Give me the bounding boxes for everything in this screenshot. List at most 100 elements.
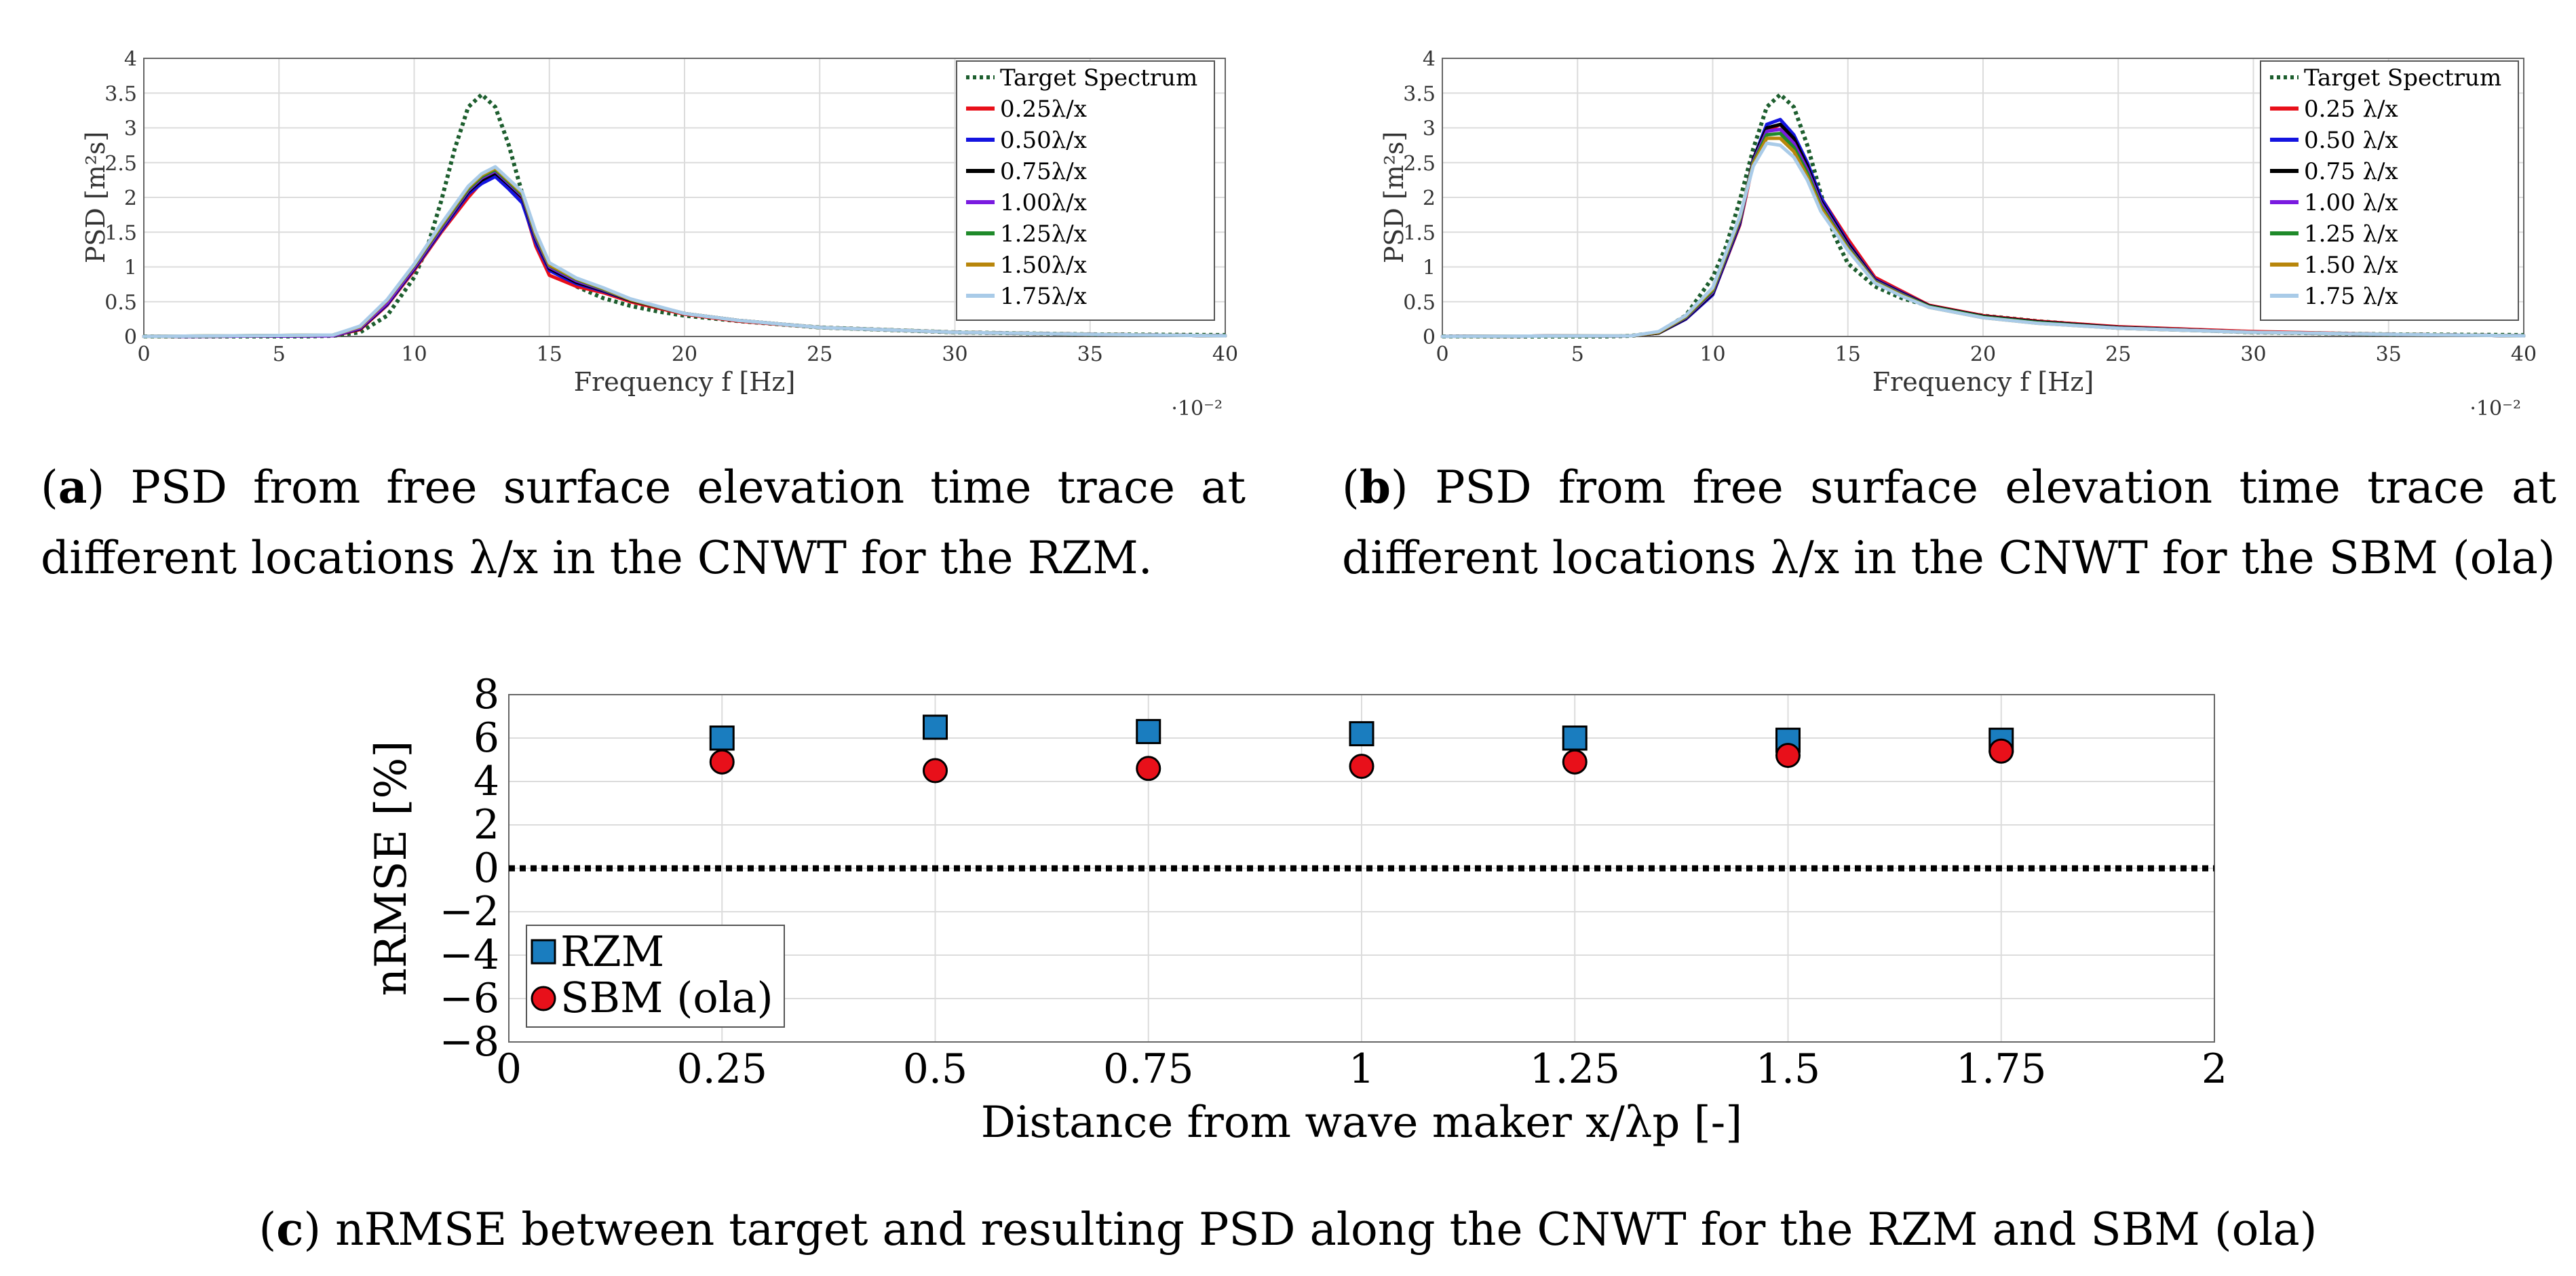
b-x-scale-note: ·10⁻² <box>2469 397 2521 421</box>
c-legend-rzm-marker <box>531 939 556 965</box>
b-xtick-label: 15 <box>1835 343 1861 366</box>
c-sbm-point <box>923 758 948 784</box>
b-legend-label: 1.25 λ/x <box>2304 220 2398 248</box>
a-legend-label: 0.75λ/x <box>1000 158 1087 185</box>
a-ytick-label: 4 <box>124 47 137 71</box>
b-xlabel: Frequency f [Hz] <box>1872 367 2094 397</box>
a-ytick-label: 3 <box>124 117 137 141</box>
c-sbm-point <box>1562 749 1588 775</box>
b-ytick-label: 0.5 <box>1403 291 1436 315</box>
a-xtick-label: 15 <box>537 343 562 366</box>
c-ytick-label: −8 <box>440 1018 499 1066</box>
caption-c: (c) nRMSE between target and resulting P… <box>258 1203 2318 1256</box>
a-legend-label: 1.00λ/x <box>1000 189 1087 216</box>
c-xtick-label: 1.75 <box>1956 1045 2047 1093</box>
b-ytick-label: 2.5 <box>1403 152 1436 176</box>
a-ytick-label: 0 <box>124 326 137 349</box>
c-ytick-label: −2 <box>440 888 499 935</box>
b-legend-label: 1.00 λ/x <box>2304 189 2398 216</box>
b-legend-label: 0.50 λ/x <box>2304 127 2398 154</box>
c-rzm-point <box>1349 721 1374 747</box>
b-ytick-label: 1 <box>1423 256 1436 280</box>
b-ytick-label: 3 <box>1423 117 1436 141</box>
c-rzm-point <box>923 714 948 740</box>
c-xtick-label: 0.25 <box>676 1045 767 1093</box>
c-ytick-label: 8 <box>474 671 499 718</box>
c-xtick-label: 1 <box>1349 1045 1374 1093</box>
a-series-line <box>142 165 1227 339</box>
c-legend-sbm-marker <box>531 986 556 1011</box>
b-xtick-label: 25 <box>2105 343 2131 366</box>
b-xtick-label: 20 <box>1970 343 1996 366</box>
a-legend-box <box>956 60 1215 321</box>
c-xtick-label: 1.5 <box>1756 1045 1820 1093</box>
a-xtick-label: 25 <box>807 343 832 366</box>
a-legend-label: 1.75λ/x <box>1000 283 1087 310</box>
a-ytick-label: 1 <box>124 256 137 280</box>
c-sbm-point <box>1349 754 1374 779</box>
chart-a-psd-rzm: 0 5 10 15 20 25 30 35 40 0 0.5 1 1.5 2 2.5 3 3.5 4 Target … <box>81 47 1238 421</box>
a-xtick-label: 20 <box>672 343 697 366</box>
c-sbm-point <box>1775 743 1801 769</box>
caption-c-text: nRMSE between target and resulting PSD a… <box>335 1203 2318 1256</box>
c-ytick-label: 6 <box>474 714 499 762</box>
b-ytick-label: 1.5 <box>1403 221 1436 245</box>
c-ytick-label: 0 <box>474 845 499 892</box>
a-ytick-label: 0.5 <box>104 291 137 315</box>
b-xtick-label: 30 <box>2240 343 2266 366</box>
a-legend-label: 0.50λ/x <box>1000 127 1087 154</box>
b-xtick-label: 40 <box>2511 343 2537 366</box>
a-ytick-label: 2.5 <box>104 152 137 176</box>
caption-b-letter: b <box>1359 461 1391 514</box>
caption-c-letter: c <box>276 1203 304 1256</box>
b-xtick-label: 5 <box>1571 343 1584 366</box>
chart-b-psd-sbm: 0 5 10 15 20 25 30 35 40 0 0.5 1 1.5 2 2.5 3 3.5 4 Target … <box>1379 47 2537 421</box>
a-xtick-label: 30 <box>942 343 967 366</box>
c-sbm-point <box>709 749 735 775</box>
b-xtick-label: 0 <box>1436 343 1448 366</box>
b-legend-label: 0.75 λ/x <box>2304 158 2398 185</box>
b-ytick-label: 2 <box>1423 187 1436 210</box>
c-legend-box <box>526 925 785 1028</box>
a-ylabel: PSD [m²s] <box>81 132 111 264</box>
c-rzm-point <box>1562 725 1588 751</box>
caption-b-text: PSD from free surface elevation time tra… <box>1342 461 2556 584</box>
a-ytick-label: 3.5 <box>104 82 137 106</box>
c-xtick-label: 1.25 <box>1529 1045 1620 1093</box>
c-ytick-label: −4 <box>440 931 499 979</box>
a-xtick-label: 5 <box>273 343 286 366</box>
a-xtick-label: 10 <box>401 343 427 366</box>
c-sbm-point <box>1136 756 1161 781</box>
b-legend-box <box>2260 60 2519 321</box>
c-ytick-label: 2 <box>474 801 499 849</box>
b-legend-label: Target Spectrum <box>2304 64 2501 92</box>
a-ytick-label: 1.5 <box>104 221 137 245</box>
c-rzm-point <box>709 725 735 751</box>
c-xlabel: Distance from wave maker x/λp [-] <box>981 1098 1742 1148</box>
a-ytick-label: 2 <box>124 187 137 210</box>
b-ytick-label: 0 <box>1423 326 1436 349</box>
caption-a-text: PSD from free surface elevation time tra… <box>41 461 1246 584</box>
b-legend-label: 1.50 λ/x <box>2304 252 2398 279</box>
c-legend-rzm-label: RZM <box>560 927 664 976</box>
caption-b: (b) PSD from free surface elevation time… <box>1342 461 2556 584</box>
c-xtick-label: 0 <box>496 1045 522 1093</box>
a-xlabel: Frequency f [Hz] <box>574 367 796 397</box>
caption-a-letter: a <box>58 461 88 514</box>
c-ytick-label: 4 <box>474 758 499 805</box>
a-legend-label: Target Spectrum <box>1000 64 1197 92</box>
a-xtick-label: 35 <box>1077 343 1103 366</box>
c-xtick-label: 0.75 <box>1103 1045 1194 1093</box>
a-plot-frame <box>143 58 1226 337</box>
c-xtick-label: 0.5 <box>903 1045 967 1093</box>
caption-a: (a) PSD from free surface elevation time… <box>41 461 1246 584</box>
b-legend-label: 1.75 λ/x <box>2304 283 2398 310</box>
c-ytick-label: −6 <box>440 975 499 1022</box>
b-ytick-label: 4 <box>1423 47 1436 71</box>
a-legend-label: 1.25λ/x <box>1000 220 1087 248</box>
chart-c-nrmse: 0 0.25 0.5 0.75 1 1.25 1.5 1.75 2−8−6−4−202468RZ… <box>366 671 2227 1148</box>
a-xtick-label: 0 <box>137 343 150 366</box>
c-xtick-label: 2 <box>2202 1045 2227 1093</box>
b-ytick-label: 3.5 <box>1403 82 1436 106</box>
c-legend-sbm-label: SBM (ola) <box>560 973 773 1022</box>
